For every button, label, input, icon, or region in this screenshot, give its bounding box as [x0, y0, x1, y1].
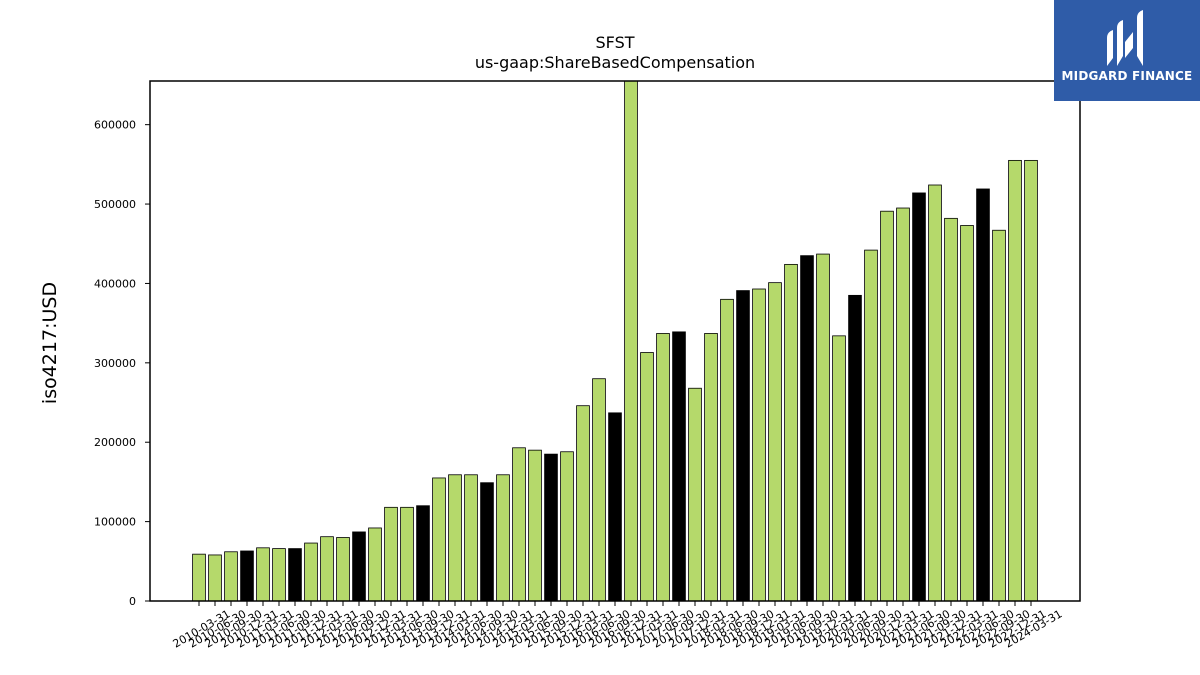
bar-2022-06-30: [976, 188, 990, 602]
bar-2022-12-31: [1008, 159, 1022, 602]
bar-2017-03-31: [640, 352, 654, 602]
bar-2014-06-30: [464, 474, 478, 602]
y-tick-label: 300000: [94, 357, 136, 370]
bar-2017-06-30: [656, 333, 670, 602]
bar-2021-12-31: [944, 217, 958, 602]
bar-2015-06-30: [528, 449, 542, 602]
y-axis-ticks: 0 100000 200000 300000 400000 500000 600000: [94, 119, 150, 608]
y-axis-label: iso4217:USD: [39, 282, 61, 404]
bar-2019-12-31: [816, 253, 830, 602]
bar-2020-03-31: [832, 335, 846, 602]
bar-2014-09-30: [480, 482, 494, 602]
bar-2012-03-31: [320, 536, 334, 602]
bar-2019-06-30: [784, 263, 798, 602]
y-tick-label: 400000: [94, 277, 136, 290]
chart-title: SFST: [595, 33, 634, 52]
midgard-logo-icon: [1107, 10, 1143, 66]
y-tick-label: 200000: [94, 436, 136, 449]
bar-2011-12-31: [304, 542, 318, 602]
bars-group: [192, 80, 1038, 602]
y-tick-label: 500000: [94, 198, 136, 211]
bar-2021-03-31: [896, 207, 910, 602]
bar-2016-12-31: [624, 80, 638, 602]
midgard-finance-logo: MIDGARD FINANCE: [1054, 0, 1200, 101]
bar-2022-03-31: [960, 225, 974, 602]
bar-2018-09-30: [736, 290, 750, 602]
bar-2010-09-30: [224, 551, 238, 602]
bar-2015-09-30: [544, 453, 558, 602]
logo-text: MIDGARD FINANCE: [1061, 69, 1193, 83]
bar-2011-03-31: [256, 547, 270, 602]
bar-2012-06-30: [336, 537, 350, 602]
bar-2016-03-31: [576, 405, 590, 602]
bar-2021-06-30: [912, 192, 926, 602]
bar-2017-12-31: [688, 387, 702, 602]
bar-2014-12-31: [496, 474, 510, 602]
bar-2012-09-30: [352, 531, 366, 602]
bar-2013-12-31: [432, 477, 446, 602]
bar-2013-03-31: [384, 506, 398, 602]
bar-2016-06-30: [592, 378, 606, 602]
y-tick-label: 0: [129, 595, 136, 608]
y-tick-label: 600000: [94, 119, 136, 132]
bar-2020-09-30: [864, 249, 878, 602]
bar-2015-03-31: [512, 447, 526, 602]
bar-2013-09-30: [416, 505, 430, 602]
bar-2023-03-31: [1024, 159, 1038, 602]
bar-2010-03-31: [192, 553, 206, 602]
bar-2018-03-31: [704, 333, 718, 602]
bar-2011-09-30: [288, 548, 302, 602]
bar-2010-12-31: [240, 550, 254, 602]
bar-2013-06-30: [400, 506, 414, 602]
bar-2020-12-31: [880, 210, 894, 602]
bar-2018-06-30: [720, 298, 734, 602]
bar-2022-09-30: [992, 229, 1006, 602]
bar-2010-06-30: [208, 554, 222, 602]
bar-2014-03-31: [448, 474, 462, 602]
bar-2021-09-30: [928, 184, 942, 602]
bar-2019-09-30: [800, 255, 814, 602]
bar-2011-06-30: [272, 548, 286, 602]
bar-2020-06-30: [848, 294, 862, 602]
plot-frame: [149, 80, 1081, 602]
bar-2015-12-31: [560, 451, 574, 602]
bar-2019-03-31: [768, 282, 782, 602]
bar-2016-09-30: [608, 412, 622, 602]
x-axis-ticks: 2010-03-312010-06-302010-09-302010-12-31…: [171, 601, 1065, 651]
bar-2018-12-31: [752, 288, 766, 602]
chart-subtitle: us-gaap:ShareBasedCompensation: [475, 53, 755, 72]
y-tick-label: 100000: [94, 516, 136, 529]
bar-2012-12-31: [368, 527, 382, 602]
bar-2017-09-30: [672, 331, 686, 602]
